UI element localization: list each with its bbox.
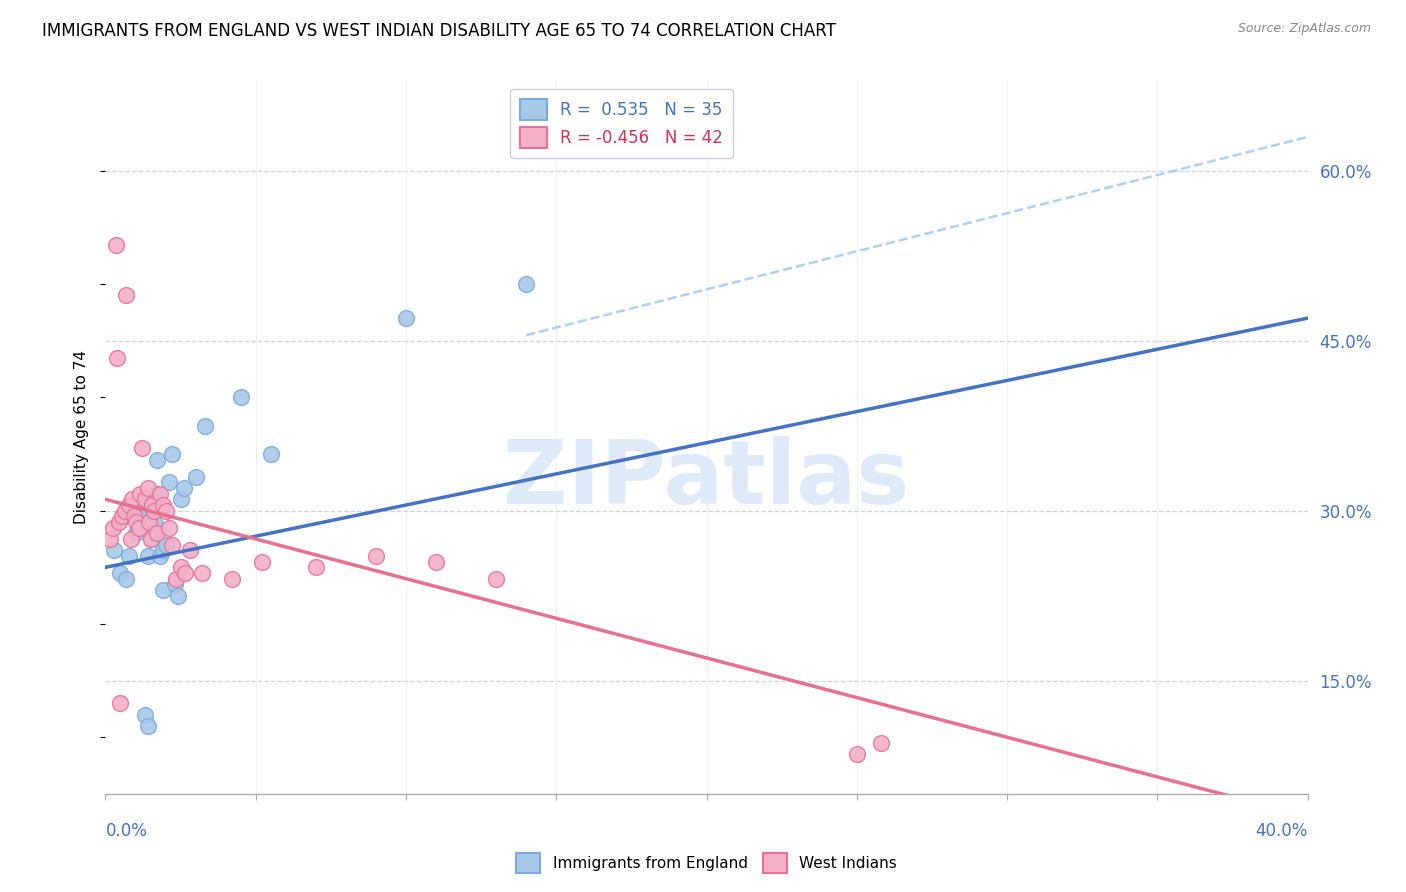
- Point: [131, 442, 153, 456]
- Point: [108, 515, 131, 529]
- Point: [157, 521, 180, 535]
- Point: [515, 277, 537, 292]
- Text: 0.0%: 0.0%: [105, 822, 148, 840]
- Point: [845, 747, 868, 762]
- Point: [485, 572, 508, 586]
- Point: [869, 736, 891, 750]
- Point: [166, 589, 188, 603]
- Point: [152, 582, 174, 597]
- Point: [364, 549, 387, 563]
- Point: [155, 504, 177, 518]
- Point: [121, 492, 143, 507]
- Text: IMMIGRANTS FROM ENGLAND VS WEST INDIAN DISABILITY AGE 65 TO 74 CORRELATION CHART: IMMIGRANTS FROM ENGLAND VS WEST INDIAN D…: [42, 22, 837, 40]
- Point: [128, 521, 150, 535]
- Point: [129, 486, 152, 500]
- Point: [250, 555, 273, 569]
- Point: [145, 452, 167, 467]
- Point: [139, 532, 162, 546]
- Point: [118, 498, 141, 512]
- Point: [118, 549, 141, 563]
- Point: [104, 237, 127, 252]
- Point: [111, 509, 134, 524]
- Point: [139, 532, 162, 546]
- Point: [142, 526, 165, 541]
- Point: [134, 707, 156, 722]
- Point: [132, 509, 155, 524]
- Point: [124, 515, 146, 529]
- Point: [103, 543, 125, 558]
- Point: [101, 521, 124, 535]
- Point: [98, 532, 121, 546]
- Point: [160, 447, 183, 461]
- Text: ZIPatlas: ZIPatlas: [503, 436, 910, 524]
- Point: [173, 481, 195, 495]
- Point: [114, 504, 136, 518]
- Point: [110, 566, 132, 580]
- Point: [138, 515, 160, 529]
- Point: [110, 696, 132, 710]
- Point: [221, 572, 243, 586]
- Point: [115, 288, 138, 302]
- Point: [145, 526, 167, 541]
- Legend: Immigrants from England, West Indians: Immigrants from England, West Indians: [510, 847, 903, 879]
- Point: [194, 418, 217, 433]
- Point: [184, 469, 207, 483]
- Point: [136, 481, 159, 495]
- Point: [179, 543, 201, 558]
- Point: [305, 560, 328, 574]
- Point: [136, 719, 159, 733]
- Point: [395, 311, 418, 326]
- Point: [163, 577, 186, 591]
- Text: 40.0%: 40.0%: [1256, 822, 1308, 840]
- Point: [115, 572, 138, 586]
- Point: [155, 538, 177, 552]
- Point: [142, 504, 165, 518]
- Point: [152, 543, 174, 558]
- Point: [148, 549, 170, 563]
- Point: [169, 492, 191, 507]
- Point: [229, 391, 252, 405]
- Point: [131, 515, 153, 529]
- Y-axis label: Disability Age 65 to 74: Disability Age 65 to 74: [75, 350, 90, 524]
- Point: [142, 515, 165, 529]
- Point: [165, 572, 187, 586]
- Point: [120, 532, 142, 546]
- Point: [148, 486, 170, 500]
- Point: [128, 509, 150, 524]
- Point: [425, 555, 447, 569]
- Point: [134, 492, 156, 507]
- Point: [141, 498, 163, 512]
- Point: [174, 566, 197, 580]
- Point: [136, 549, 159, 563]
- Point: [107, 351, 129, 365]
- Text: Source: ZipAtlas.com: Source: ZipAtlas.com: [1237, 22, 1371, 36]
- Point: [128, 521, 150, 535]
- Point: [160, 538, 183, 552]
- Point: [135, 498, 157, 512]
- Point: [122, 509, 145, 524]
- Point: [145, 486, 167, 500]
- Point: [124, 526, 146, 541]
- Point: [134, 504, 156, 518]
- Point: [260, 447, 283, 461]
- Point: [152, 498, 174, 512]
- Point: [190, 566, 212, 580]
- Point: [169, 560, 191, 574]
- Point: [157, 475, 180, 490]
